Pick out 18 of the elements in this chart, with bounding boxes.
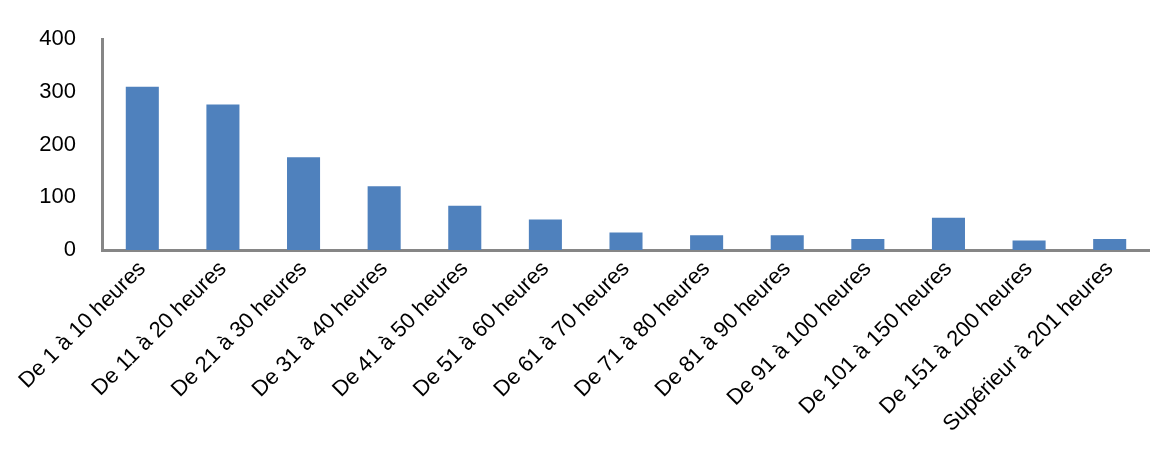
y-tick-label: 200: [39, 130, 76, 156]
bar: [1012, 240, 1046, 250]
bar: [851, 238, 885, 250]
y-tick-label: 400: [39, 25, 76, 51]
bar: [287, 157, 321, 250]
bar: [770, 235, 804, 250]
bar: [367, 186, 401, 250]
bar: [1093, 238, 1127, 250]
bar: [528, 219, 562, 250]
y-tick-label: 0: [63, 236, 76, 262]
bar: [690, 235, 724, 250]
bar: [125, 86, 159, 250]
y-tick-label: 300: [39, 77, 76, 103]
y-tick-label: 100: [39, 183, 76, 209]
bar: [609, 232, 643, 250]
bar: [206, 104, 240, 250]
bar: [931, 217, 965, 250]
bar: [448, 205, 482, 250]
